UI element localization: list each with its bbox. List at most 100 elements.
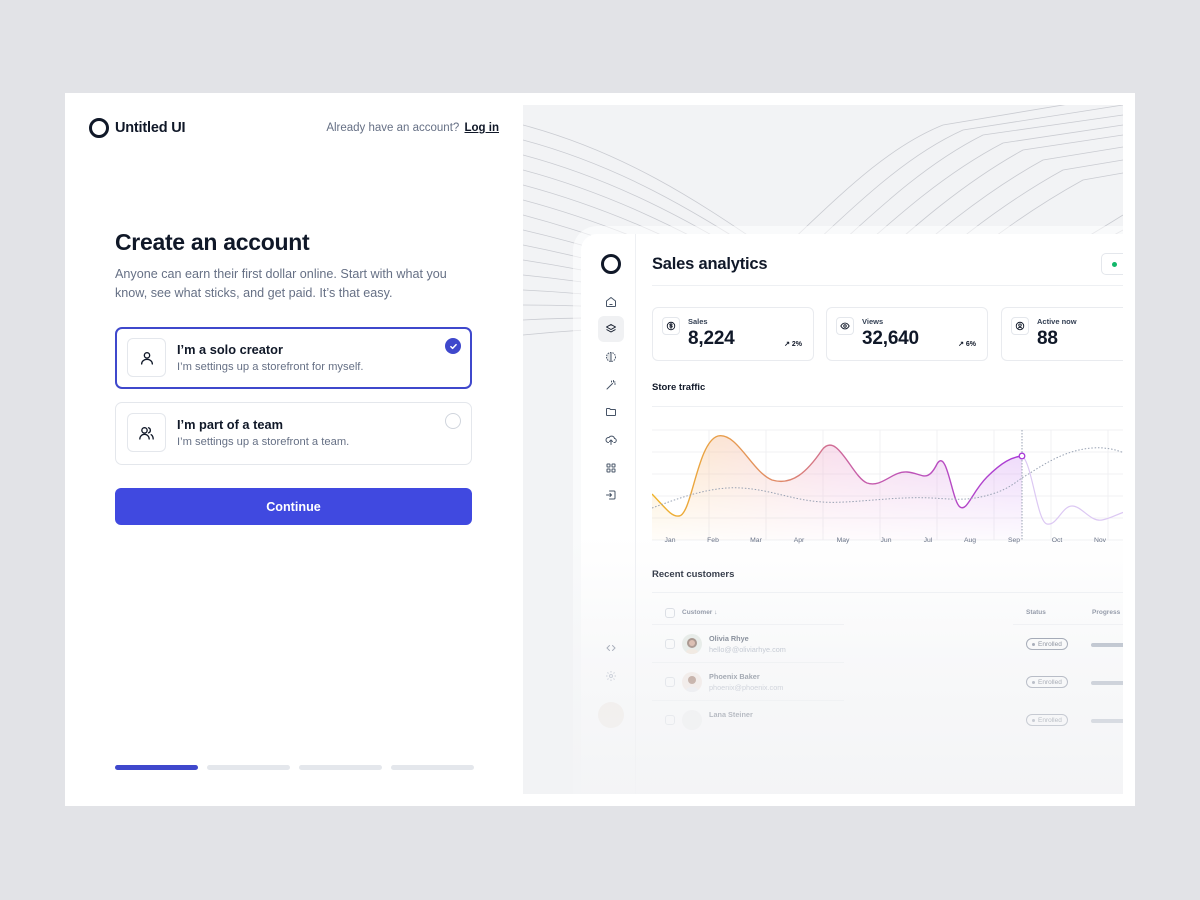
x-axis-label: May xyxy=(836,537,850,544)
status-badge[interactable]: W xyxy=(1101,253,1123,275)
customer-name: Olivia Rhye xyxy=(709,634,749,643)
progress-bar xyxy=(1091,719,1123,723)
divider xyxy=(1013,624,1123,625)
step-indicator-3 xyxy=(299,765,382,770)
x-axis-label: Sep xyxy=(1007,537,1021,544)
progress-bar xyxy=(1091,681,1123,685)
log-in-icon[interactable] xyxy=(598,482,624,508)
sort-arrow-down-icon: ↓ xyxy=(714,609,718,616)
page-subtitle: Anyone can earn their first dollar onlin… xyxy=(115,267,447,300)
option-description: I’m settings up a storefront a team. xyxy=(177,436,350,448)
divider xyxy=(652,285,1123,286)
customer-name: Lana Steiner xyxy=(709,710,753,719)
trend-up-icon: ↗ xyxy=(958,341,966,348)
customer-email: hello@@oliviarhye.com xyxy=(709,645,786,654)
progress-bar xyxy=(1091,643,1123,647)
divider xyxy=(652,406,1123,407)
stat-value: 88 xyxy=(1037,328,1058,349)
select-all-checkbox[interactable] xyxy=(665,608,675,618)
user-avatar[interactable] xyxy=(598,702,624,728)
row-checkbox[interactable] xyxy=(665,715,675,725)
user-circle-icon xyxy=(1011,317,1029,335)
x-axis-label: Aug xyxy=(963,537,977,544)
login-prompt: Already have an account? Log in xyxy=(326,122,499,134)
stat-value: 32,640 xyxy=(862,328,919,349)
recent-customers-title: Recent customers xyxy=(652,569,735,580)
customer-email: phoenix@phoenix.com xyxy=(709,683,784,692)
status-dot-icon xyxy=(1032,718,1035,722)
customer-name: Phoenix Baker xyxy=(709,672,760,681)
stat-label: Active now xyxy=(1037,317,1077,326)
row-checkbox[interactable] xyxy=(665,639,675,649)
status-badge: Enrolled xyxy=(1026,714,1068,726)
step-indicator-1 xyxy=(115,765,198,770)
divider xyxy=(652,624,844,625)
signup-panel: Untitled UI Already have an account? Log… xyxy=(65,93,523,806)
stat-value: 8,224 xyxy=(688,328,735,349)
folder-icon[interactable] xyxy=(598,399,624,425)
dashboard-window: Sales analytics W Sales 8,224 ↗ 2% Views… xyxy=(581,234,1123,794)
stat-delta: ↗ 6% xyxy=(958,341,976,348)
logo-ring-icon[interactable] xyxy=(601,254,621,274)
stat-label: Views xyxy=(862,317,884,326)
logo-ring-icon xyxy=(89,118,109,138)
option-solo-creator[interactable]: I’m a solo creator I’m settings up a sto… xyxy=(115,327,472,389)
option-description: I’m settings up a storefront for myself. xyxy=(177,361,364,373)
step-indicator-2 xyxy=(207,765,290,770)
x-axis-label: Feb xyxy=(707,537,719,544)
avatar xyxy=(682,672,702,692)
trend-up-icon: ↗ xyxy=(784,341,792,348)
signup-form: Create an account Anyone can earn their … xyxy=(115,229,472,525)
x-axis-label: Jun xyxy=(880,537,892,544)
cloud-upload-icon[interactable] xyxy=(598,427,624,453)
avatar xyxy=(682,710,702,730)
option-team[interactable]: I’m part of a team I’m settings up a sto… xyxy=(115,402,472,465)
stat-card-sales: Sales 8,224 ↗ 2% xyxy=(652,307,814,361)
x-axis-label: Mar xyxy=(750,537,762,544)
x-axis-label: Oct xyxy=(1051,537,1063,544)
status-dot-icon xyxy=(1032,642,1035,646)
dollar-circle-icon xyxy=(662,317,680,335)
store-traffic-title: Store traffic xyxy=(652,382,706,393)
column-header-status: Status xyxy=(1026,609,1046,616)
status-dot-icon xyxy=(1032,680,1035,684)
user-icon xyxy=(127,338,166,377)
continue-button[interactable]: Continue xyxy=(115,488,472,525)
page-title: Create an account xyxy=(115,229,310,255)
option-title: I’m a solo creator xyxy=(177,342,283,357)
column-header-customer[interactable]: Customer ↓ xyxy=(682,609,718,616)
brand-logo[interactable]: Untitled UI xyxy=(89,118,185,138)
avatar xyxy=(682,634,702,654)
divider xyxy=(652,662,844,663)
divider xyxy=(652,700,844,701)
grid-icon[interactable] xyxy=(598,455,624,481)
gear-icon[interactable] xyxy=(598,663,624,689)
stat-card-views: Views 32,640 ↗ 6% xyxy=(826,307,988,361)
column-header-progress: Progress xyxy=(1092,609,1121,616)
stat-card-active-now: Active now 88 xyxy=(1001,307,1123,361)
dashboard-title: Sales analytics xyxy=(652,255,768,273)
option-title: I’m part of a team xyxy=(177,417,283,432)
x-axis-label: Nov xyxy=(1093,537,1107,544)
magic-wand-icon[interactable] xyxy=(598,372,624,398)
row-checkbox[interactable] xyxy=(665,677,675,687)
radio-button[interactable] xyxy=(445,413,461,429)
checkmark-icon[interactable] xyxy=(445,338,461,354)
dashboard-sidebar xyxy=(581,234,636,794)
home-icon[interactable] xyxy=(598,289,624,315)
x-axis-label: Jul xyxy=(923,537,933,544)
eye-icon xyxy=(836,317,854,335)
store-traffic-chart xyxy=(652,429,1123,541)
contrast-icon[interactable] xyxy=(598,344,624,370)
online-dot-icon xyxy=(1112,261,1117,267)
code-icon[interactable] xyxy=(598,635,624,661)
users-icon xyxy=(127,413,166,452)
layers-icon[interactable] xyxy=(598,316,624,342)
x-axis-label: Apr xyxy=(793,537,805,544)
status-badge: Enrolled xyxy=(1026,638,1068,650)
status-badge: Enrolled xyxy=(1026,676,1068,688)
dashboard-preview-panel: Sales analytics W Sales 8,224 ↗ 2% Views… xyxy=(523,105,1123,794)
stat-delta: ↗ 2% xyxy=(784,341,802,348)
login-link[interactable]: Log in xyxy=(464,122,500,134)
progress-steps xyxy=(115,765,474,770)
